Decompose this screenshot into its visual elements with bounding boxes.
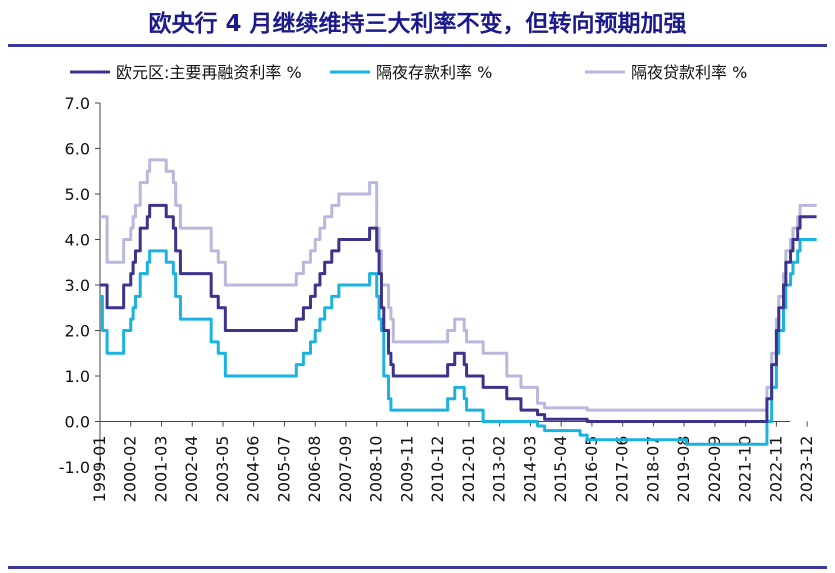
x-tick-label: 1999-01 <box>90 436 109 503</box>
x-tick-label: 2005-07 <box>274 436 293 503</box>
x-tick-label: 2010-12 <box>428 436 447 503</box>
x-tick-label: 2019-08 <box>674 436 693 503</box>
x-tick-label: 2013-02 <box>490 436 509 503</box>
chart-title: 欧央行 4 月继续维持三大利率不变，但转向预期加强 <box>148 11 687 37</box>
x-tick-label: 2004-06 <box>244 436 263 503</box>
y-tick-label: -1.0 <box>59 458 90 477</box>
x-tick-label: 2016-05 <box>582 436 601 503</box>
series-lines <box>100 158 817 446</box>
legend-label-deposit: 隔夜存款利率 % <box>376 63 492 82</box>
x-tick-label: 2014-03 <box>520 436 539 503</box>
y-tick-label: 1.0 <box>65 367 90 386</box>
legend-label-refi: 欧元区:主要再融资利率 % <box>116 63 302 82</box>
x-tick-label: 2007-09 <box>336 436 355 503</box>
x-tick-label: 2023-12 <box>797 436 816 503</box>
x-tick-label: 2022-11 <box>766 436 785 503</box>
y-tick-label: 6.0 <box>65 140 90 159</box>
x-tick-label: 2001-03 <box>151 436 170 503</box>
x-tick-label: 2003-05 <box>213 436 232 503</box>
legend: 欧元区:主要再融资利率 % 隔夜存款利率 % 隔夜贷款利率 % <box>70 63 747 82</box>
y-tick-label: 0.0 <box>65 413 90 432</box>
x-tick-label: 2017-06 <box>613 436 632 503</box>
x-tick-label: 2008-10 <box>367 436 386 503</box>
legend-label-lending: 隔夜贷款利率 % <box>631 63 747 82</box>
series-line-deposit <box>100 238 817 446</box>
x-tick-label: 2009-11 <box>397 436 416 503</box>
x-tick-label: 2006-08 <box>305 436 324 503</box>
x-tick-label: 2000-02 <box>121 436 140 503</box>
bottom-rule <box>8 566 827 569</box>
x-tick-label: 2015-04 <box>551 436 570 503</box>
series-line-refi <box>100 203 817 423</box>
x-tick-label: 2020-09 <box>705 436 724 503</box>
x-tick-label: 2002-04 <box>182 436 201 503</box>
top-rule <box>8 44 827 47</box>
x-tick-label: 2018-07 <box>643 436 662 503</box>
y-tick-label: 5.0 <box>65 185 90 204</box>
y-tick-label: 3.0 <box>65 276 90 295</box>
y-tick-label: 2.0 <box>65 322 90 341</box>
series-line-lending <box>100 158 817 412</box>
axes: 7.0 6.0 5.0 4.0 3.0 2.0 1.0 0.0 -1.0 1999-01 2000-… <box>59 94 816 502</box>
y-tick-label: 4.0 <box>65 231 90 250</box>
y-tick-label: 7.0 <box>65 94 90 113</box>
x-tick-label: 2021-10 <box>736 436 755 503</box>
x-tick-label: 2012-01 <box>459 436 478 503</box>
